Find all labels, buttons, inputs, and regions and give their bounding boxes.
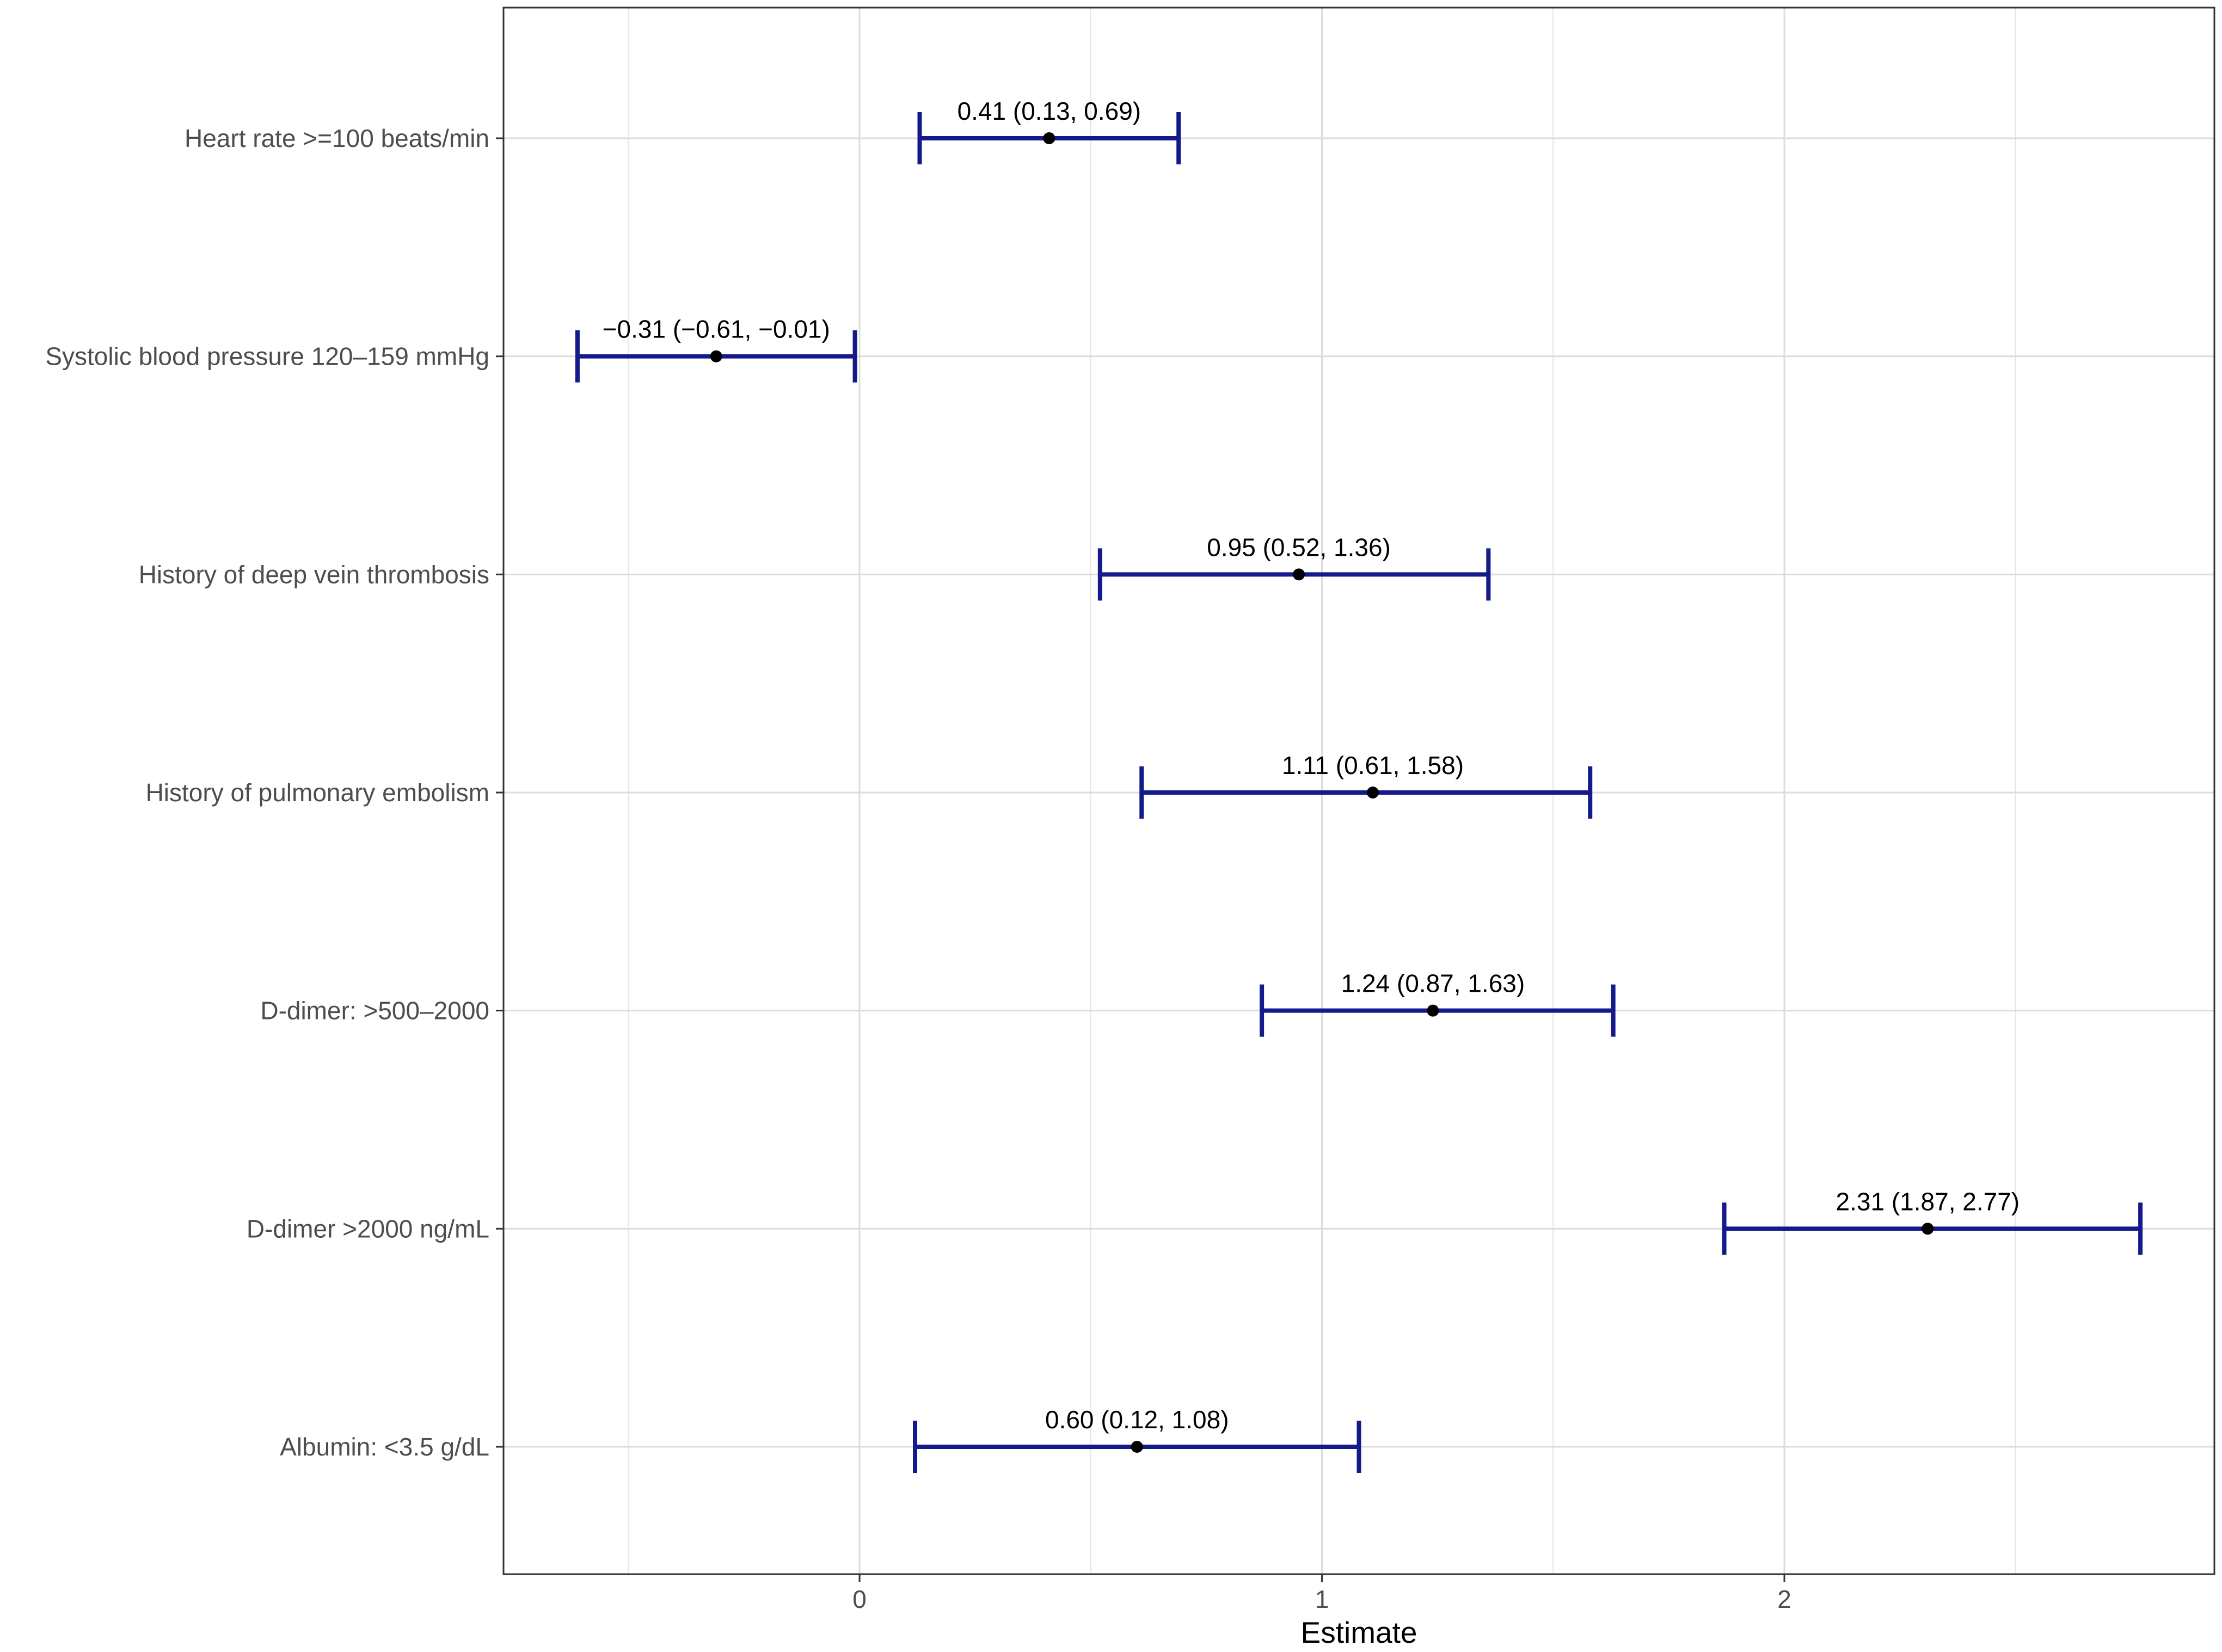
ci-label-2: 0.95 (0.52, 1.36): [1207, 533, 1391, 561]
ci-label-6: 0.60 (0.12, 1.08): [1045, 1405, 1229, 1434]
x-tick-label-0: 0: [852, 1585, 867, 1613]
y-tick-label-5: D-dimer >2000 ng/mL: [247, 1214, 489, 1243]
ci-label-1: −0.31 (−0.61, −0.01): [603, 315, 830, 343]
ci-label-0: 0.41 (0.13, 0.69): [957, 97, 1141, 125]
estimate-point-4: [1427, 1004, 1439, 1017]
estimate-point-1: [710, 350, 722, 363]
y-tick-label-4: D-dimer: >500–2000: [260, 997, 489, 1025]
estimate-point-6: [1131, 1441, 1143, 1453]
y-tick-label-2: History of deep vein thrombosis: [139, 560, 489, 588]
y-tick-label-6: Albumin: <3.5 g/dL: [280, 1433, 489, 1461]
y-tick-label-3: History of pulmonary embolism: [146, 778, 489, 807]
ci-label-5: 2.31 (1.87, 2.77): [1836, 1187, 2020, 1215]
y-axis: Heart rate >=100 beats/min Systolic blood…: [45, 124, 504, 1461]
y-tick-label-1: Systolic blood pressure 120–159 mmHg: [45, 342, 489, 371]
x-axis: 0 1 2: [852, 1574, 1791, 1613]
x-axis-title: Estimate: [1301, 1616, 1417, 1649]
ci-label-3: 1.11 (0.61, 1.58): [1282, 751, 1464, 779]
estimate-point-2: [1293, 568, 1305, 581]
ci-label-4: 1.24 (0.87, 1.63): [1341, 969, 1525, 998]
panel-border: [502, 7, 2215, 1575]
x-tick-label-2: 2: [1777, 1585, 1791, 1613]
mark-layer: 0.41 (0.13, 0.69) −0.31 (−0.61, −0.01) 0.9…: [575, 97, 2143, 1473]
estimate-point-5: [1922, 1223, 1934, 1235]
estimate-point-0: [1043, 132, 1055, 144]
estimate-point-3: [1366, 787, 1379, 799]
y-tick-label-0: Heart rate >=100 beats/min: [185, 124, 489, 152]
x-tick-label-1: 1: [1315, 1585, 1329, 1613]
